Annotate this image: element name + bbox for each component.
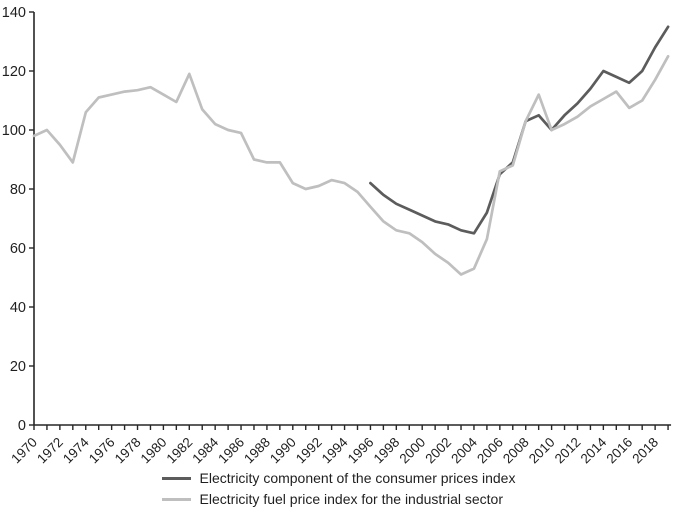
chart-legend: Electricity component of the consumer pr… [0,469,677,508]
y-axis-tick-label: 80 [10,182,26,198]
x-axis-tick-label: 1974 [60,434,92,466]
y-axis-tick-label: 40 [10,300,26,316]
line-chart: 0204060801001201401970197219741976197819… [2,5,672,467]
x-axis-tick-label: 1990 [267,435,299,467]
x-axis-tick-label: 2002 [422,435,454,467]
x-axis-tick-label: 2008 [500,435,532,467]
legend-box: Electricity component of the consumer pr… [161,469,516,508]
x-axis-tick-label: 1982 [164,435,196,467]
series-line-1 [32,54,670,276]
y-axis-tick-label: 100 [2,123,26,139]
x-axis-tick-label: 1976 [86,435,118,467]
y-axis-tick-label: 120 [2,64,26,80]
x-axis-tick-label: 2016 [604,435,636,467]
legend-line-swatch-light [161,497,191,501]
legend-item-cpi-electricity: Electricity component of the consumer pr… [161,469,516,487]
legend-item-fuel-price-index: Electricity fuel price index for the ind… [161,490,503,508]
x-axis-tick-label: 2010 [526,435,558,467]
x-axis-tick-label: 2004 [448,434,480,466]
x-axis-tick-label: 1972 [34,435,66,467]
x-axis-tick-label: 2012 [552,435,584,467]
x-axis-tick-label: 2000 [396,435,428,467]
series-line-0 [369,25,670,235]
x-axis-tick-label: 1980 [138,435,170,467]
x-axis-tick-label: 1970 [8,435,40,467]
y-axis-tick-label: 60 [10,241,26,257]
x-axis-tick-label: 1988 [241,435,273,467]
x-axis-tick-label: 1986 [215,435,247,467]
x-axis-tick-label: 2006 [474,435,506,467]
x-axis-tick-label: 1994 [319,434,351,466]
x-axis-tick-label: 1998 [371,435,403,467]
legend-label-fuel-price-index: Electricity fuel price index for the ind… [199,491,503,507]
y-axis-tick-label: 20 [10,359,26,375]
legend-label-cpi-electricity: Electricity component of the consumer pr… [199,470,516,486]
x-axis-tick-label: 2014 [578,434,610,466]
x-axis-tick-label: 1996 [345,435,377,467]
y-axis-tick-label: 140 [2,5,26,21]
legend-line-swatch-dark [161,476,191,480]
y-axis-tick-label: 0 [18,418,26,434]
x-axis-tick-label: 1984 [189,434,221,466]
x-axis-tick-label: 2018 [629,435,661,467]
x-axis-tick-label: 1992 [293,435,325,467]
x-axis-tick-label: 1978 [112,435,144,467]
